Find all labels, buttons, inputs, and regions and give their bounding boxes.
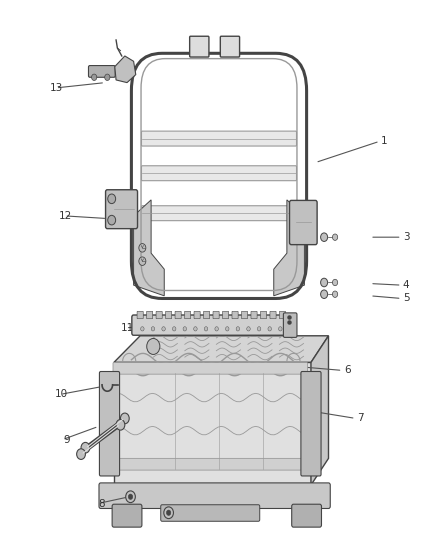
Circle shape <box>116 419 125 430</box>
Circle shape <box>105 74 110 80</box>
Circle shape <box>332 291 338 297</box>
FancyBboxPatch shape <box>175 311 181 319</box>
FancyBboxPatch shape <box>283 313 297 337</box>
FancyBboxPatch shape <box>166 311 172 319</box>
Circle shape <box>162 327 165 331</box>
FancyBboxPatch shape <box>112 504 142 527</box>
Circle shape <box>147 338 160 354</box>
Circle shape <box>204 327 208 331</box>
FancyBboxPatch shape <box>99 483 330 508</box>
FancyBboxPatch shape <box>279 311 286 319</box>
FancyBboxPatch shape <box>184 311 191 319</box>
FancyBboxPatch shape <box>141 131 297 146</box>
Circle shape <box>108 194 116 204</box>
Polygon shape <box>274 200 304 296</box>
FancyBboxPatch shape <box>137 311 143 319</box>
Circle shape <box>92 74 97 80</box>
Text: 3: 3 <box>403 232 410 242</box>
Text: 10: 10 <box>55 390 68 399</box>
FancyBboxPatch shape <box>132 315 291 335</box>
FancyBboxPatch shape <box>241 311 247 319</box>
Circle shape <box>166 510 171 515</box>
Text: 13: 13 <box>50 83 64 93</box>
FancyBboxPatch shape <box>290 200 317 245</box>
Circle shape <box>151 327 155 331</box>
FancyBboxPatch shape <box>261 311 267 319</box>
FancyBboxPatch shape <box>190 36 209 57</box>
FancyBboxPatch shape <box>161 505 260 521</box>
FancyBboxPatch shape <box>141 166 297 181</box>
Text: 6: 6 <box>344 366 350 375</box>
Circle shape <box>194 327 197 331</box>
Circle shape <box>247 327 250 331</box>
Polygon shape <box>311 336 328 485</box>
Circle shape <box>108 215 116 225</box>
Text: 5: 5 <box>403 294 410 303</box>
Circle shape <box>321 278 328 287</box>
Circle shape <box>215 327 219 331</box>
Circle shape <box>236 327 240 331</box>
Circle shape <box>139 244 146 252</box>
Circle shape <box>81 442 90 453</box>
Circle shape <box>268 327 272 331</box>
FancyBboxPatch shape <box>204 311 210 319</box>
FancyBboxPatch shape <box>220 36 240 57</box>
Text: 12: 12 <box>59 211 72 221</box>
Circle shape <box>126 491 135 503</box>
FancyBboxPatch shape <box>232 311 238 319</box>
Polygon shape <box>115 56 136 83</box>
Circle shape <box>128 494 133 499</box>
FancyBboxPatch shape <box>156 311 162 319</box>
FancyBboxPatch shape <box>301 372 321 476</box>
Circle shape <box>226 327 229 331</box>
Text: 4: 4 <box>403 280 410 290</box>
Polygon shape <box>134 200 164 296</box>
FancyBboxPatch shape <box>88 66 115 77</box>
FancyBboxPatch shape <box>147 311 153 319</box>
Text: 7: 7 <box>357 414 364 423</box>
Circle shape <box>77 449 85 459</box>
Circle shape <box>332 234 338 240</box>
FancyBboxPatch shape <box>141 206 297 221</box>
Circle shape <box>279 327 282 331</box>
FancyBboxPatch shape <box>223 311 229 319</box>
FancyBboxPatch shape <box>113 458 307 470</box>
Circle shape <box>332 279 338 286</box>
Circle shape <box>183 327 187 331</box>
Text: 1: 1 <box>381 136 388 146</box>
Polygon shape <box>114 336 328 362</box>
Circle shape <box>258 327 261 331</box>
Circle shape <box>321 233 328 241</box>
Circle shape <box>120 413 129 424</box>
Circle shape <box>139 257 146 265</box>
FancyBboxPatch shape <box>194 311 200 319</box>
Circle shape <box>141 327 144 331</box>
Circle shape <box>321 290 328 298</box>
FancyBboxPatch shape <box>113 362 307 374</box>
FancyBboxPatch shape <box>292 504 321 527</box>
Text: 8: 8 <box>99 499 105 508</box>
FancyBboxPatch shape <box>251 311 257 319</box>
FancyBboxPatch shape <box>270 311 276 319</box>
Circle shape <box>173 327 176 331</box>
Circle shape <box>164 507 173 519</box>
Polygon shape <box>114 362 311 485</box>
Text: 11: 11 <box>120 323 134 333</box>
Text: 9: 9 <box>64 435 70 445</box>
FancyBboxPatch shape <box>213 311 219 319</box>
FancyBboxPatch shape <box>99 372 120 476</box>
FancyBboxPatch shape <box>106 190 138 229</box>
